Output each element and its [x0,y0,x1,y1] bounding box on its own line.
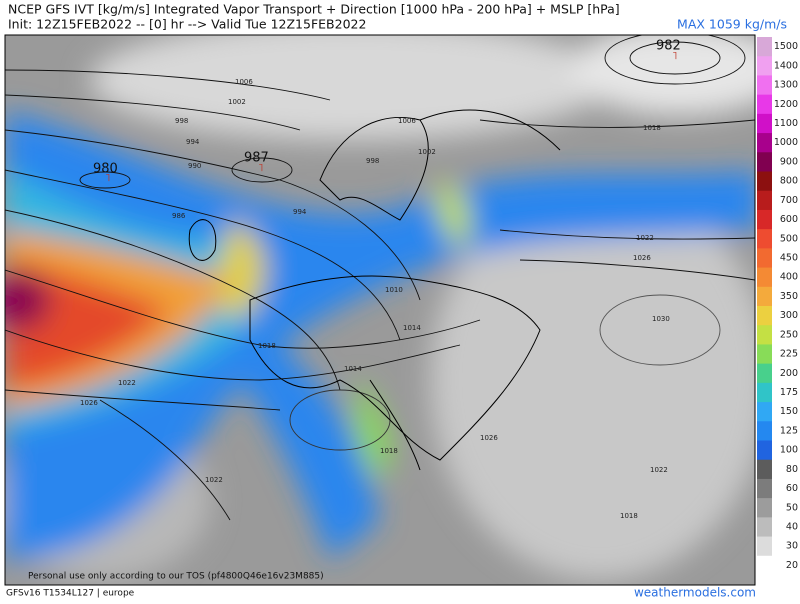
colorbar-label: 450 [780,252,798,263]
isobar-label: 1006 [235,78,253,86]
isobar-label: 990 [188,162,201,170]
isobar-label: 1022 [650,466,668,474]
colorbar-swatch [757,286,772,307]
isobar-label: 1022 [205,476,223,484]
colorbar-swatch [757,94,772,115]
colorbar-label: 40 [786,521,798,532]
isobar-label: 994 [186,138,200,146]
isobar-label: 1026 [80,399,98,407]
site-link[interactable]: weathermodels.com [634,586,756,600]
low-pressure-label: 980 [93,162,118,177]
colorbar-swatch [757,517,772,538]
colorbar-label: 1300 [774,80,798,91]
isobar-label: 1010 [385,286,403,294]
colorbar-swatch [757,363,772,384]
colorbar-label: 400 [780,272,798,283]
colorbar-swatch [757,248,772,269]
colorbar-swatch [757,536,772,557]
colorbar-swatch [757,421,772,441]
isobar-label: 1002 [228,98,246,106]
low-marker: ˥ [258,161,263,174]
colorbar-swatch [757,37,772,57]
max-value: MAX 1059 kg/m/s [677,17,787,32]
low-marker: ˥ [672,49,677,62]
colorbar-label: 150 [780,406,798,417]
isobar-label: 1018 [643,124,661,132]
colorbar-swatch [757,152,772,172]
colorbar-swatch [757,113,772,134]
isobar-label: 1018 [380,447,398,455]
isobar-label: 994 [293,208,307,216]
map: 980˥987˥982˥ 100610029989949909861006100… [5,35,755,585]
colorbar-label: 60 [786,483,798,494]
colorbar-swatch [757,267,772,288]
colorbar-label: 50 [786,502,798,513]
colorbar-label: 1400 [774,60,798,71]
colorbar-label: 200 [780,368,798,379]
colorbar-swatch [757,171,772,192]
isobar-label: 1014 [344,365,362,373]
colorbar-swatch [757,440,772,461]
colorbar-label: 250 [780,329,798,340]
colorbar-swatch [757,402,772,422]
colorbar-label: 1500 [774,41,798,52]
colorbar-swatch [757,459,772,480]
colorbar-swatch [757,190,772,211]
colorbar-swatch [757,56,772,76]
isobar-label: 1022 [636,234,654,242]
colorbar-swatch [757,498,772,518]
colorbar-label: 20 [786,560,798,571]
colorbar-label: 350 [780,291,798,302]
colorbar-label: 1100 [774,118,798,129]
colorbar-label: 900 [780,156,798,167]
map-frame [4,34,756,586]
colorbar-swatch [757,209,772,230]
isobar-label: 1026 [633,254,651,262]
colorbar-label: 100 [780,445,798,456]
title: NCEP GFS IVT [kg/m/s] Integrated Vapor T… [8,2,620,17]
colorbar-swatch [757,229,772,249]
colorbar-label: 225 [780,349,798,360]
usage-notice: Personal use only according to our TOS (… [28,572,324,582]
colorbar-swatch [757,478,772,499]
isobar-label: 998 [175,117,188,125]
colorbar-label: 800 [780,176,798,187]
colorbar-swatch [757,133,772,153]
colorbar-swatch [757,75,772,96]
isobar-label: 1030 [652,315,670,323]
colorbar-label: 500 [780,233,798,244]
isobar-label: 1018 [620,512,638,520]
colorbar-label: 600 [780,214,798,225]
model-info: GFSv16 T1534L127 | europe [6,589,135,599]
colorbar: 1500 1400 1300 1200 1100 1000 900 800 700 600 500 4… [757,37,798,576]
isobar-label: 1022 [118,379,136,387]
isobar-label: 1002 [418,148,436,156]
colorbar-swatch [757,344,772,365]
colorbar-label: 125 [780,425,798,436]
isobar-label: 1018 [258,342,276,350]
isobar-label: 986 [172,212,186,220]
isobar-label: 1026 [480,434,498,442]
colorbar-label: 700 [780,195,798,206]
colorbar-swatch [757,555,772,576]
colorbar-swatch [757,382,772,403]
low-pressure-label: 987 [244,151,269,166]
colorbar-swatch [757,306,772,326]
init-time: Init: 12Z15FEB2022 -- [0] hr --> Valid T… [8,17,366,32]
colorbar-label: 80 [786,464,798,475]
colorbar-label: 300 [780,310,798,321]
colorbar-label: 1200 [774,99,798,110]
colorbar-label: 175 [780,387,798,398]
isobar-label: 998 [366,157,379,165]
isobar-label: 1014 [403,324,421,332]
colorbar-swatch [757,325,772,345]
low-marker: ˥ [105,171,110,184]
isobar-label: 1006 [398,117,416,125]
low-pressure-label: 982 [656,39,681,54]
colorbar-label: 30 [786,541,798,552]
colorbar-label: 1000 [774,137,798,148]
